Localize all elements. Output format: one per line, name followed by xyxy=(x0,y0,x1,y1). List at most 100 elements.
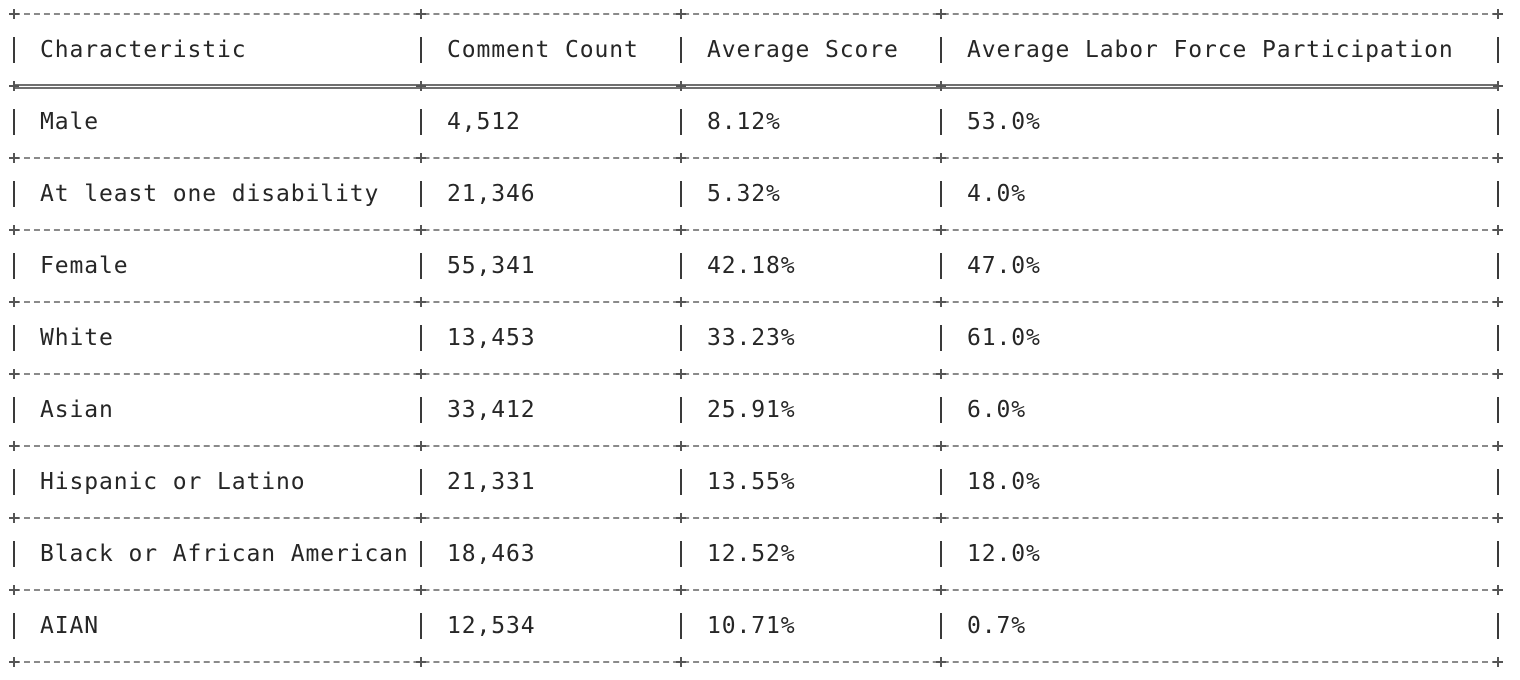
table-cell: 33.23% xyxy=(707,325,796,351)
column-divider xyxy=(13,253,15,279)
border-joint xyxy=(9,513,19,523)
table-cell: 18,463 xyxy=(447,541,536,567)
column-divider xyxy=(680,253,682,279)
border-joint xyxy=(1493,81,1503,91)
border-joint xyxy=(676,513,686,523)
border-joint xyxy=(1493,657,1503,667)
column-divider xyxy=(420,37,422,63)
table-cell: 55,341 xyxy=(447,253,536,279)
column-divider xyxy=(940,181,942,207)
border-joint xyxy=(416,153,426,163)
border-joint xyxy=(676,441,686,451)
border-joint xyxy=(676,225,686,235)
table-cell: 25.91% xyxy=(707,397,796,423)
border-joint xyxy=(9,81,19,91)
table-cell: 53.0% xyxy=(967,109,1041,135)
column-divider xyxy=(680,397,682,423)
column-divider xyxy=(680,109,682,135)
column-divider xyxy=(940,253,942,279)
row-label-cell: Female xyxy=(40,253,129,279)
column-header: Average Score xyxy=(707,37,899,63)
table-cell: 8.12% xyxy=(707,109,781,135)
column-divider xyxy=(680,469,682,495)
border-joint xyxy=(1493,297,1503,307)
border-joint xyxy=(676,585,686,595)
column-divider xyxy=(1497,325,1499,351)
column-divider xyxy=(940,469,942,495)
column-divider xyxy=(13,397,15,423)
column-divider xyxy=(13,109,15,135)
table-cell: 4.0% xyxy=(967,181,1026,207)
border-joint xyxy=(676,153,686,163)
border-joint xyxy=(9,297,19,307)
column-divider xyxy=(420,541,422,567)
column-header: Characteristic xyxy=(40,37,247,63)
border-joint xyxy=(416,81,426,91)
row-label-cell: Male xyxy=(40,109,99,135)
border-joint xyxy=(676,297,686,307)
column-divider xyxy=(420,253,422,279)
border-joint xyxy=(9,657,19,667)
column-divider xyxy=(13,181,15,207)
row-separator xyxy=(14,229,1498,231)
row-separator xyxy=(14,517,1498,519)
column-divider xyxy=(420,325,422,351)
row-separator xyxy=(14,373,1498,375)
column-divider xyxy=(680,37,682,63)
row-label-cell: Hispanic or Latino xyxy=(40,469,306,495)
border-joint xyxy=(936,513,946,523)
column-divider xyxy=(13,37,15,63)
border-joint xyxy=(1493,585,1503,595)
border-joint xyxy=(936,81,946,91)
column-header: Average Labor Force Participation xyxy=(967,37,1454,63)
table-cell: 21,331 xyxy=(447,469,536,495)
border-joint xyxy=(416,297,426,307)
table-cell: 18.0% xyxy=(967,469,1041,495)
column-divider xyxy=(420,181,422,207)
column-divider xyxy=(420,109,422,135)
column-divider xyxy=(420,469,422,495)
border-joint xyxy=(936,585,946,595)
column-divider xyxy=(680,325,682,351)
table-cell: 6.0% xyxy=(967,397,1026,423)
column-divider xyxy=(13,469,15,495)
border-joint xyxy=(676,9,686,19)
row-label-cell: At least one disability xyxy=(40,181,380,207)
border-joint xyxy=(936,369,946,379)
table-cell: 33,412 xyxy=(447,397,536,423)
table-cell: 12,534 xyxy=(447,613,536,639)
table-cell: 21,346 xyxy=(447,181,536,207)
border-joint xyxy=(416,657,426,667)
border-joint xyxy=(9,153,19,163)
border-joint xyxy=(9,585,19,595)
column-divider xyxy=(680,613,682,639)
row-label-cell: Asian xyxy=(40,397,114,423)
table-cell: 10.71% xyxy=(707,613,796,639)
column-divider xyxy=(940,613,942,639)
column-divider xyxy=(420,613,422,639)
border-joint xyxy=(416,225,426,235)
table-cell: 12.0% xyxy=(967,541,1041,567)
row-separator xyxy=(14,661,1498,663)
column-divider xyxy=(940,541,942,567)
table-cell: 5.32% xyxy=(707,181,781,207)
column-divider xyxy=(13,613,15,639)
header-separator xyxy=(14,84,1498,89)
border-joint xyxy=(9,225,19,235)
row-separator xyxy=(14,301,1498,303)
border-joint xyxy=(416,369,426,379)
table-cell: 13.55% xyxy=(707,469,796,495)
row-separator xyxy=(14,589,1498,591)
column-divider xyxy=(1497,613,1499,639)
border-joint xyxy=(416,585,426,595)
column-divider xyxy=(420,397,422,423)
border-joint xyxy=(676,369,686,379)
border-joint xyxy=(416,9,426,19)
table-cell: 42.18% xyxy=(707,253,796,279)
table-cell: 0.7% xyxy=(967,613,1026,639)
row-separator xyxy=(14,157,1498,159)
row-separator xyxy=(14,13,1498,15)
border-joint xyxy=(1493,225,1503,235)
column-divider xyxy=(940,37,942,63)
